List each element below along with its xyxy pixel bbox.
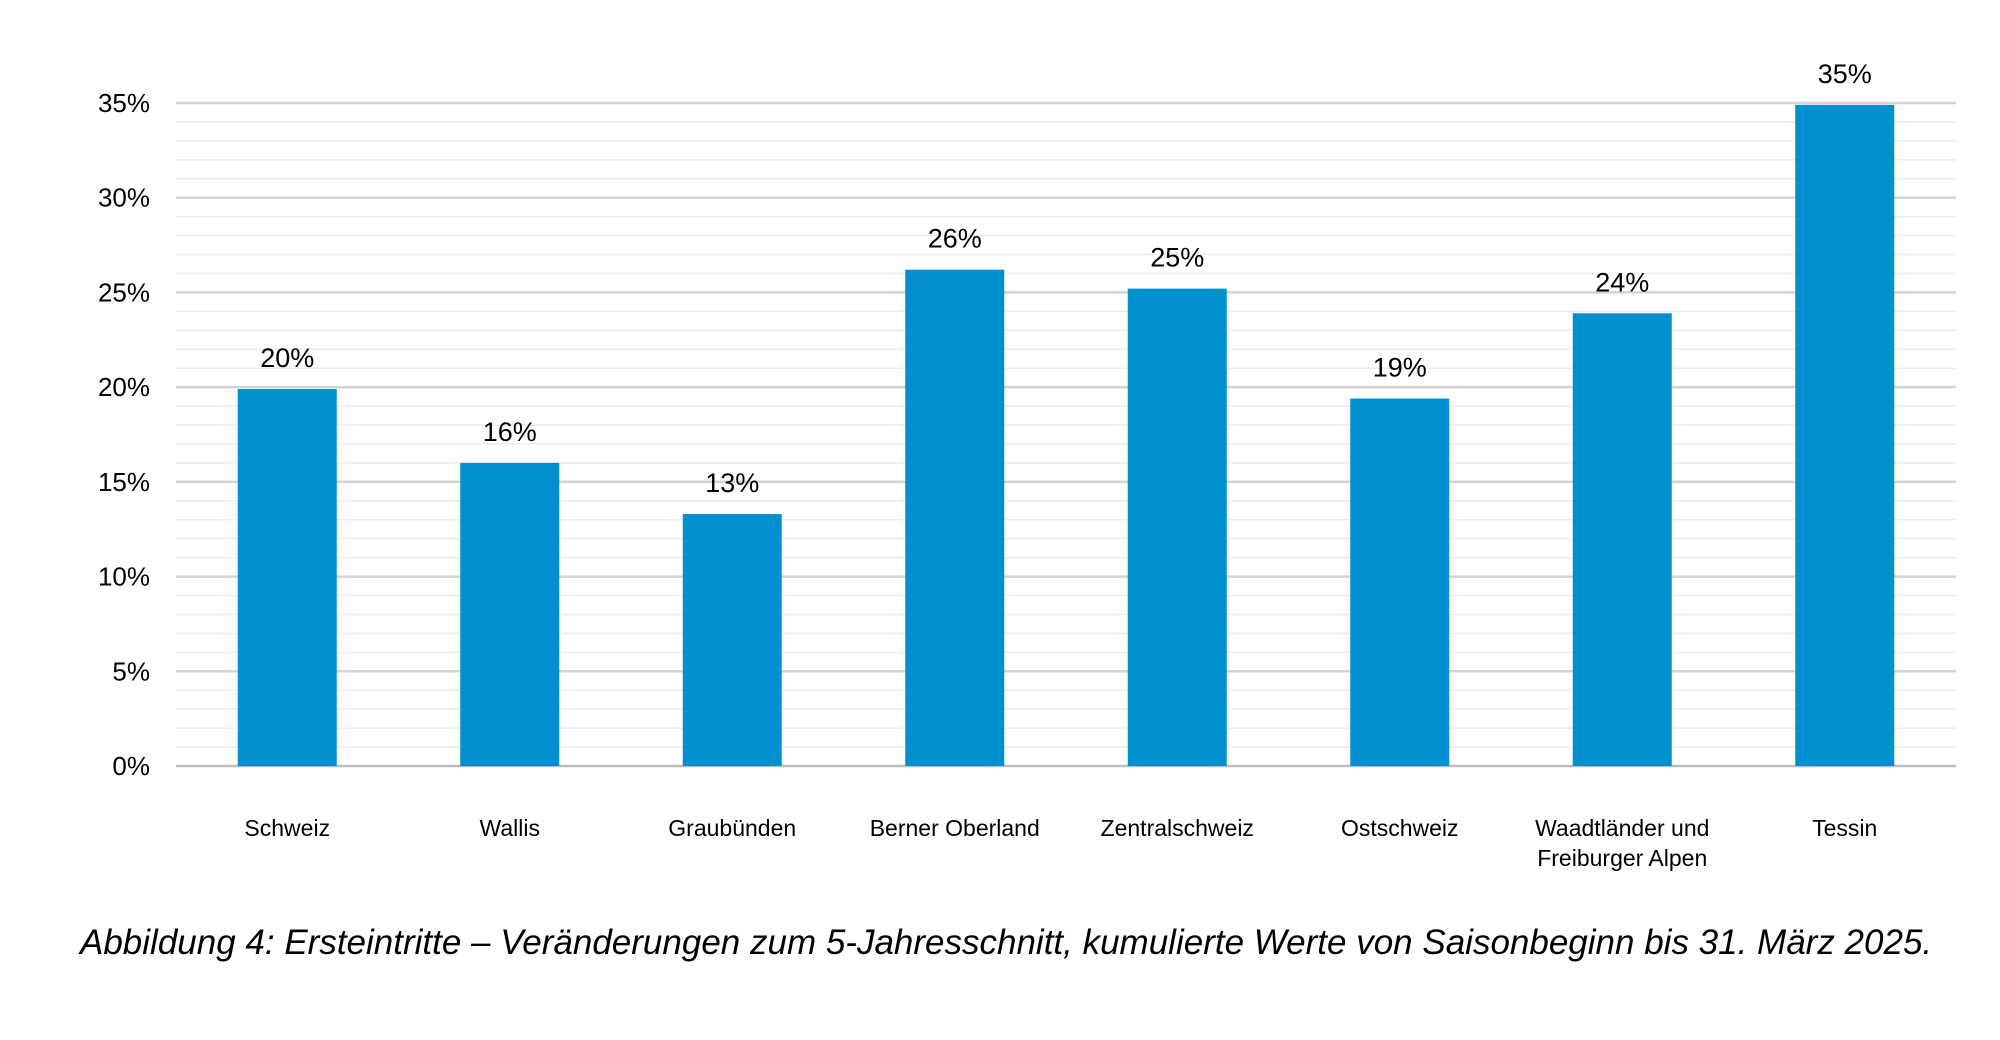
- bar: [1795, 104, 1895, 766]
- data-label: 19%: [1373, 353, 1427, 383]
- y-tick-label: 15%: [98, 467, 150, 497]
- category-label: Zentralschweiz: [1101, 815, 1254, 841]
- category-label: Tessin: [1812, 815, 1877, 841]
- data-label: 25%: [1150, 243, 1204, 273]
- bar-chart: 0% 5% 10% 15% 20% 25% 30% 35% 20% 16% 13% 26% 25% 19…: [98, 59, 1956, 871]
- data-labels: 20% 16% 13% 26% 25% 19% 24% 35%: [260, 59, 1872, 498]
- bar: [1350, 398, 1450, 766]
- y-tick-label: 10%: [98, 562, 150, 592]
- y-tick-label: 35%: [98, 88, 150, 118]
- data-label: 26%: [928, 224, 982, 254]
- data-label: 20%: [260, 343, 314, 373]
- category-label: Berner Oberland: [870, 815, 1040, 841]
- bar: [1572, 313, 1672, 766]
- data-label: 35%: [1818, 59, 1872, 89]
- bar: [682, 514, 782, 766]
- data-label: 24%: [1595, 267, 1649, 297]
- category-label: Ostschweiz: [1341, 815, 1459, 841]
- gridlines: [176, 101, 1956, 768]
- x-axis: Schweiz Wallis Graubünden Berner Oberland Ze…: [244, 815, 1877, 871]
- y-axis: 0% 5% 10% 15% 20% 25% 30% 35%: [98, 88, 150, 781]
- y-tick-label: 20%: [98, 372, 150, 402]
- y-tick-label: 5%: [112, 656, 150, 686]
- y-tick-label: 30%: [98, 183, 150, 213]
- bars: [237, 104, 1895, 766]
- bar: [237, 389, 337, 766]
- data-label: 16%: [483, 417, 537, 447]
- y-tick-label: 25%: [98, 277, 150, 307]
- figure-caption: Abbildung 4: Ersteintritte – Veränderung…: [80, 923, 1933, 962]
- bar: [460, 462, 560, 766]
- category-label: Schweiz: [244, 815, 330, 841]
- data-label: 13%: [705, 468, 759, 498]
- category-label: Waadtländer und Freiburger Alpen: [1535, 815, 1709, 871]
- category-label: Wallis: [480, 815, 540, 841]
- category-label: Graubünden: [668, 815, 796, 841]
- y-tick-label: 0%: [112, 751, 150, 781]
- bar: [905, 269, 1005, 766]
- bar: [1127, 288, 1227, 766]
